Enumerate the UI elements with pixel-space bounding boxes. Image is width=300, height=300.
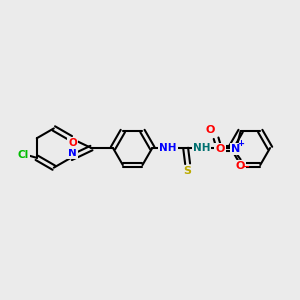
Text: S: S [184,166,192,176]
Text: −: − [242,161,250,171]
Text: NH: NH [193,143,210,153]
Text: O: O [206,125,215,135]
Text: O: O [215,144,225,154]
Text: O: O [236,161,245,171]
Text: +: + [237,139,244,148]
Text: N: N [231,144,240,154]
Text: Cl: Cl [17,150,29,160]
Text: O: O [68,138,77,148]
Text: NH: NH [159,143,177,153]
Text: N: N [68,148,77,158]
